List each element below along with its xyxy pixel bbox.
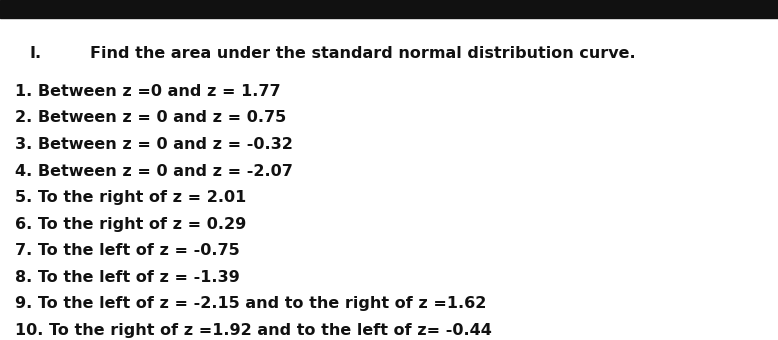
Text: I.: I. — [30, 46, 42, 61]
Text: 4. Between z = 0 and z = -2.07: 4. Between z = 0 and z = -2.07 — [15, 164, 293, 178]
Text: 1. Between z =0 and z = 1.77: 1. Between z =0 and z = 1.77 — [15, 84, 281, 99]
Text: 9. To the left of z = -2.15 and to the right of z =1.62: 9. To the left of z = -2.15 and to the r… — [15, 296, 486, 311]
Text: Find the area under the standard normal distribution curve.: Find the area under the standard normal … — [90, 46, 636, 61]
Text: 8. To the left of z = -1.39: 8. To the left of z = -1.39 — [15, 270, 240, 285]
Text: 6. To the right of z = 0.29: 6. To the right of z = 0.29 — [15, 217, 247, 232]
Text: 2. Between z = 0 and z = 0.75: 2. Between z = 0 and z = 0.75 — [15, 110, 286, 125]
Text: 7. To the left of z = -0.75: 7. To the left of z = -0.75 — [15, 243, 240, 258]
Text: 10. To the right of z =1.92 and to the left of z= -0.44: 10. To the right of z =1.92 and to the l… — [15, 323, 492, 338]
Text: 3. Between z = 0 and z = -0.32: 3. Between z = 0 and z = -0.32 — [15, 137, 293, 152]
Text: 5. To the right of z = 2.01: 5. To the right of z = 2.01 — [15, 190, 247, 205]
Bar — [0, 0, 778, 18]
